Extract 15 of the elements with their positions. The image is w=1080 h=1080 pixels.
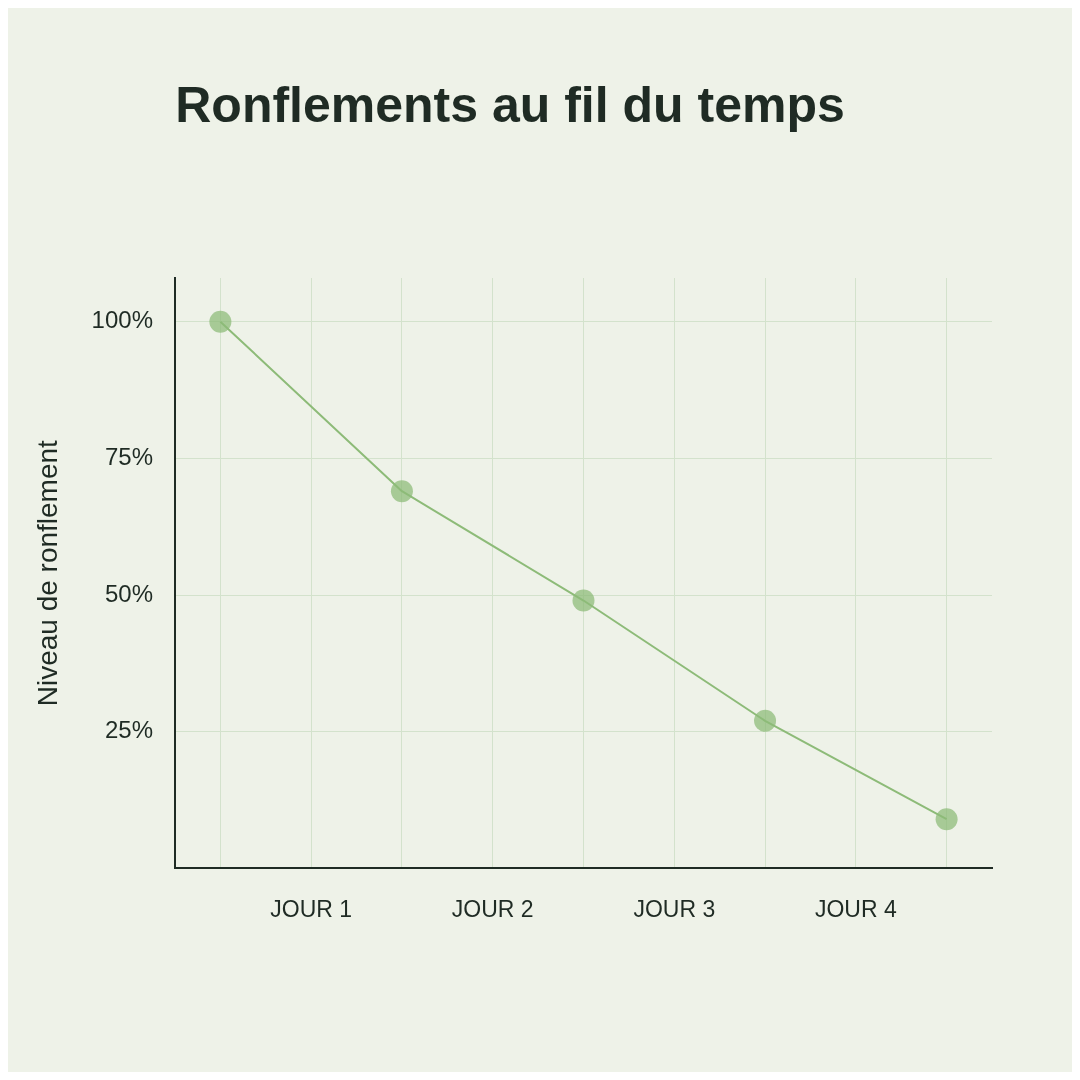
point — [935, 808, 958, 831]
x-tick-label: JOUR 1 — [270, 895, 353, 922]
point — [572, 589, 595, 612]
x-tick-label: JOUR 2 — [451, 895, 534, 922]
point — [754, 709, 777, 732]
y-tick-label: 100% — [91, 306, 153, 334]
x-tick-label: JOUR 4 — [814, 895, 897, 922]
chart-title: Ronflements au fil du temps — [175, 76, 845, 133]
point — [390, 480, 413, 503]
x-tick-label: JOUR 3 — [633, 895, 716, 922]
y-axis-title: Niveau de ronflement — [31, 439, 63, 707]
y-tick-label: 25% — [104, 716, 153, 744]
y-tick-label: 50% — [104, 579, 153, 607]
y-tick-label: 75% — [104, 443, 153, 471]
point — [209, 310, 232, 333]
